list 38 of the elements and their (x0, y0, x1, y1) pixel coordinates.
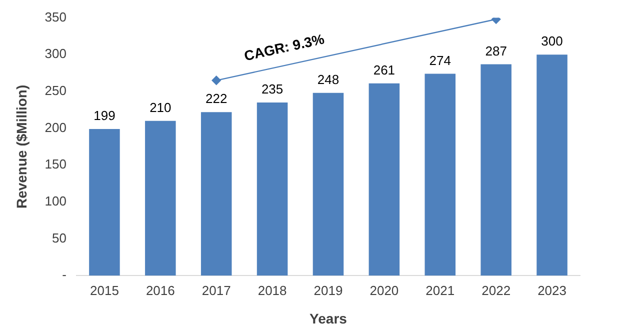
x-tick-label: 2023 (538, 282, 566, 298)
bar (145, 120, 176, 276)
bar (424, 74, 456, 276)
data-label: 300 (541, 34, 563, 49)
bar (480, 64, 512, 276)
bar (312, 92, 344, 276)
x-tick-label: 2022 (482, 282, 511, 298)
bar (200, 112, 232, 276)
x-tick-label: 2018 (258, 282, 287, 298)
data-label: 222 (206, 91, 228, 106)
data-label: 199 (94, 108, 116, 124)
bar (256, 102, 288, 276)
y-axis-title: Revenue ($Million) (13, 84, 30, 209)
y-tick-label: 300 (44, 46, 66, 62)
y-tick-label: 200 (44, 120, 66, 135)
data-label: 261 (373, 62, 396, 78)
annotation: CAGR: 9.3% (242, 30, 326, 64)
x-tick-label: 2019 (314, 282, 343, 298)
y-tick-label: 100 (44, 194, 66, 209)
y-tick-label: 50 (52, 230, 66, 246)
data-label: 287 (485, 43, 507, 58)
x-tick-label: 2017 (202, 282, 231, 298)
y-tick-label: 250 (44, 83, 66, 98)
x-tick-label: 2015 (90, 282, 119, 298)
data-label: 248 (317, 72, 340, 88)
bar (536, 54, 568, 276)
x-tick-label: 2021 (426, 282, 455, 298)
bar (89, 129, 120, 276)
data-label: 274 (429, 52, 451, 68)
data-label: 235 (261, 82, 284, 97)
y-tick-label: 350 (44, 9, 66, 24)
data-label: 210 (150, 100, 172, 115)
x-tick-label: 2016 (146, 282, 175, 298)
x-tick-label: 2020 (370, 282, 399, 298)
y-tick-label: 150 (44, 156, 66, 172)
y-tick-label: - (62, 267, 66, 282)
bar (368, 83, 400, 276)
x-axis-title: Years (310, 310, 348, 326)
